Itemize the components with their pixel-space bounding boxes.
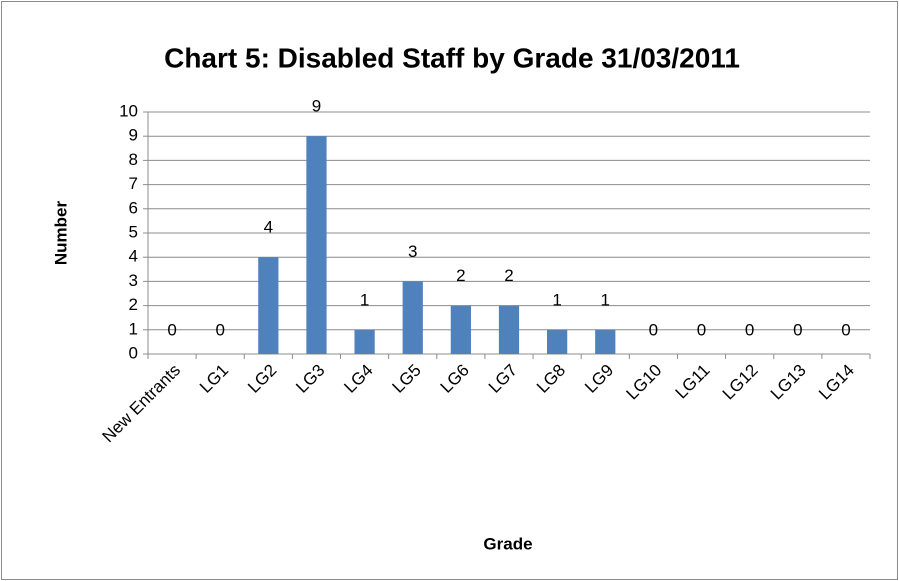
bar	[402, 281, 423, 354]
data-label: 0	[745, 320, 754, 339]
data-label: 1	[552, 290, 561, 309]
y-tick-label: 9	[129, 126, 138, 145]
y-tick-label: 1	[129, 319, 138, 338]
y-tick-label: 4	[129, 247, 138, 266]
data-label: 0	[697, 320, 706, 339]
bar	[547, 329, 568, 354]
chart-title: Chart 5: Disabled Staff by Grade 31/03/2…	[164, 42, 740, 73]
data-label: 0	[167, 320, 176, 339]
data-label: 0	[649, 320, 658, 339]
y-axis-label: Number	[51, 201, 70, 266]
bar	[450, 305, 471, 354]
y-tick-label: 10	[119, 101, 138, 120]
data-label: 0	[841, 320, 850, 339]
y-tick-label: 8	[129, 150, 138, 169]
bar	[595, 329, 616, 354]
data-label: 3	[408, 242, 417, 261]
data-label: 4	[264, 218, 273, 237]
data-label: 1	[601, 290, 610, 309]
bar	[306, 136, 327, 354]
bar	[498, 305, 520, 354]
data-label: 9	[312, 97, 321, 116]
data-label: 0	[215, 320, 224, 339]
x-axis-label: Grade	[483, 534, 532, 553]
data-label: 0	[793, 320, 802, 339]
data-label: 1	[360, 290, 369, 309]
data-label: 2	[456, 266, 465, 285]
bar	[258, 257, 279, 354]
y-tick-label: 6	[129, 198, 138, 217]
y-tick-label: 2	[129, 295, 138, 314]
bar	[354, 329, 375, 354]
y-tick-label: 5	[129, 222, 138, 241]
y-tick-label: 0	[129, 343, 138, 362]
y-tick-label: 3	[129, 271, 138, 290]
y-tick-label: 7	[129, 174, 138, 193]
data-label: 2	[504, 266, 513, 285]
